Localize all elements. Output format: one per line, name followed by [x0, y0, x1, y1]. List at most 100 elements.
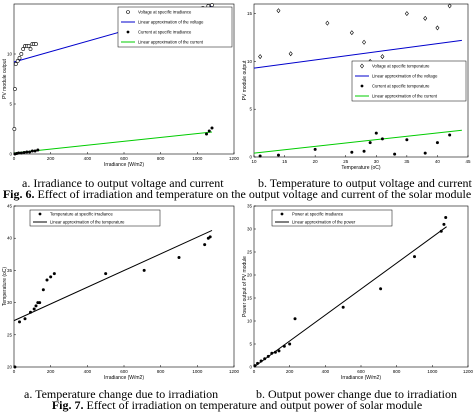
fig7a-y-tick-label: 35: [7, 268, 13, 273]
fig7b-x-tick-label: 200: [286, 369, 294, 374]
fig7a-data-point: [208, 235, 212, 239]
fig7b-data-point: [442, 222, 446, 226]
fig7a-data-point: [49, 275, 53, 279]
fig7a-data-point: [142, 268, 146, 272]
fig6a-data-point: [28, 47, 33, 51]
fig7b-legend-label: Power at specific irradiance: [292, 212, 344, 217]
fig6a-data-point: [13, 62, 18, 66]
fig7b-data-point: [253, 364, 257, 368]
fig6a-data-point: [210, 126, 214, 130]
fig6b-caption: b. Temperature to output voltage and cur…: [258, 176, 472, 190]
fig6b-series-line: [253, 39, 462, 69]
fig6b-data-point: [350, 150, 354, 154]
fig7b-y-tick-label: 15: [247, 296, 253, 301]
fig6b-data-point: [362, 149, 366, 153]
fig7b-data-point: [277, 349, 281, 353]
fig6b-legend-label: Current at specific temperature: [372, 84, 430, 89]
fig7a-x-tick-label: 800: [157, 369, 165, 374]
fig6b-data-point: [423, 15, 428, 21]
fig6a-legend-box: [117, 6, 233, 48]
fig6a-legend-marker: [126, 10, 130, 14]
fig7a-x-tick-label: 200: [47, 369, 55, 374]
fig7b-legend-box: [271, 209, 393, 227]
fig7-caption-text: Effect of irradiation on temperature and…: [86, 398, 423, 412]
fig6b-x-tick-label: 30: [374, 159, 380, 164]
fig7b-y-tick-label: 0: [249, 365, 252, 370]
fig6a-data-point: [28, 150, 32, 154]
fig6a-data-point: [207, 129, 211, 133]
fig7a-data-point: [38, 301, 42, 305]
fig7b-x-tick-label: 0: [253, 369, 256, 374]
fig6b-data-point: [368, 141, 372, 145]
fig7b-series-line: [253, 226, 447, 368]
fig6b-y-axis-label: PV module output: [242, 60, 248, 100]
fig6a-x-tick-label: 800: [157, 156, 165, 161]
fig7a-legend-label: Temperature at specific irradiance: [50, 212, 114, 217]
fig7a-data-point: [18, 320, 21, 324]
fig7b-data-point: [293, 317, 297, 321]
fig6a-legend-label: Voltage at specific irradiance: [138, 10, 192, 15]
fig7b-data-point: [379, 287, 383, 291]
fig7b-data-point: [282, 344, 286, 348]
fig7b-legend-marker: [280, 212, 284, 216]
fig6b-data-point: [447, 3, 452, 9]
fig7a-legend-box: [29, 209, 161, 227]
fig7b-data-point: [439, 229, 443, 233]
fig6b-series-line: [253, 129, 462, 154]
fig6b-data-point: [276, 153, 280, 157]
fig7a-y-tick-label: 20: [7, 365, 13, 370]
fig7b-data-point: [259, 359, 263, 363]
fig6b-x-axis-label: Temperature (oC): [341, 165, 381, 171]
fig6a-y-tick-label: 10: [7, 52, 13, 57]
fig6b-data-point: [380, 137, 384, 141]
fig6b-legend-label: Voltage at specific temperature: [372, 64, 430, 69]
fig7b-y-tick-label: 10: [247, 319, 253, 324]
fig7a-legend-marker: [38, 212, 42, 216]
fig6b-data-point: [448, 133, 452, 137]
fig7b-y-tick-label: 25: [247, 250, 253, 255]
fig6b-data-point: [435, 25, 440, 31]
fig6a-x-axis-label: Irradiance (W/m2): [104, 162, 144, 168]
fig7b-x-tick-label: 800: [393, 369, 401, 374]
fig7a-caption: a. Temperature change due to irradiation: [24, 387, 219, 401]
fig7b-data-point: [273, 350, 277, 354]
fig7b-data-point: [288, 342, 292, 346]
fig6a-x-tick-label: 0: [13, 156, 16, 161]
fig6a-legend-label: Current at specific irradiance: [138, 30, 192, 35]
fig6a-data-point: [13, 87, 17, 91]
fig7b-y-tick-label: 5: [249, 342, 252, 347]
fig6a-data-point: [12, 127, 17, 131]
fig6b-data-point: [393, 152, 397, 156]
fig7a-x-axis-label: Irradiance (W/m2): [104, 375, 144, 381]
fig6b-data-point: [404, 11, 409, 17]
fig7a-data-point: [52, 272, 56, 276]
fig7b-data-point: [270, 351, 274, 355]
fig7a-y-tick-label: 30: [7, 300, 13, 305]
fig6a-caption: a. Irradiance to output voltage and curr…: [22, 176, 224, 190]
fig6b-data-point: [435, 141, 439, 145]
fig6b-data-point: [349, 30, 354, 36]
fig7-caption: Fig. 7. Effect of irradiation on tempera…: [0, 399, 474, 412]
fig7b-data-point: [444, 216, 448, 219]
fig7a-y-tick-label: 25: [7, 332, 13, 337]
fig6b-data-point: [313, 147, 317, 151]
fig7a-data-point: [177, 256, 181, 260]
fig6a-data-point: [17, 151, 21, 155]
fig6-caption-text: Effect of irradiation and temperature on…: [37, 187, 472, 201]
fig6a-data-point: [26, 44, 31, 48]
fig6-caption: Fig. 6. Effect of irradiation and temper…: [0, 188, 474, 201]
fig6b-data-point: [423, 151, 427, 155]
fig6a-legend-label: Linear approximation of the current: [138, 40, 204, 45]
fig6a-x-tick-label: 200: [47, 156, 55, 161]
fig7b-caption: b. Output power change due to irradiatio…: [256, 387, 457, 401]
fig7b-x-tick-label: 1000: [427, 369, 438, 374]
fig6a-data-point: [33, 149, 37, 153]
fig6a-x-tick-label: 400: [84, 156, 92, 161]
fig6b-x-tick-label: 45: [465, 159, 471, 164]
fig6b-data-point: [288, 51, 293, 57]
fig6a-x-tick-label: 1000: [192, 156, 203, 161]
fig7a-data-point: [203, 243, 207, 247]
fig6a-data-point: [210, 3, 214, 7]
fig7-caption-number: Fig. 7.: [51, 398, 84, 412]
fig7a-x-tick-label: 600: [120, 369, 128, 374]
